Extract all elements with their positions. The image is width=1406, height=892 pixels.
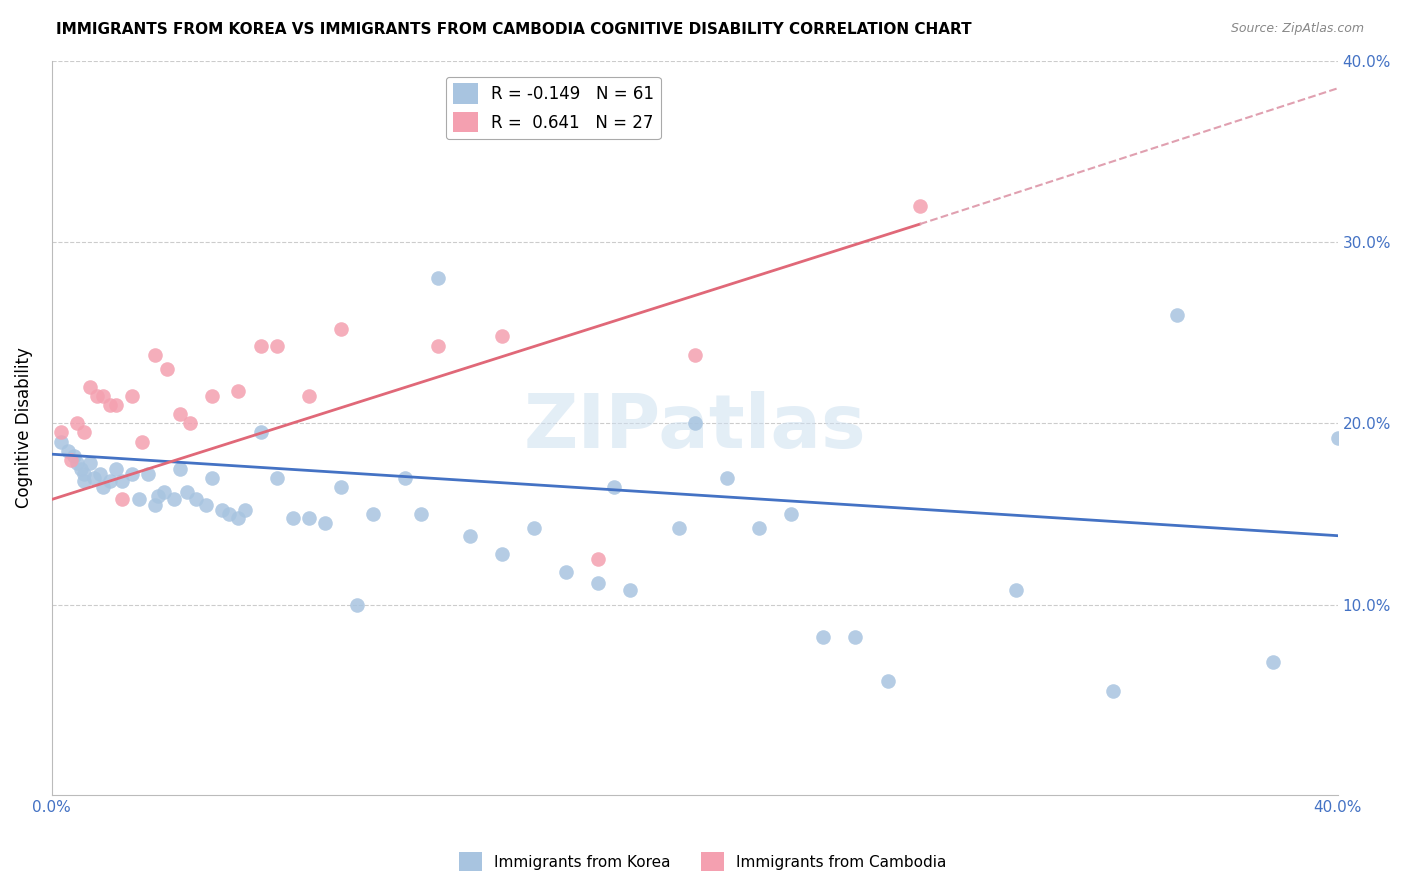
Point	[1101, 684, 1123, 698]
Point	[73, 425, 96, 440]
Text: Source: ZipAtlas.com: Source: ZipAtlas.com	[1230, 22, 1364, 36]
Point	[346, 598, 368, 612]
Point	[83, 471, 105, 485]
Point	[249, 338, 271, 352]
Point	[1166, 308, 1188, 322]
Point	[218, 507, 240, 521]
Point	[73, 475, 96, 489]
Point	[105, 398, 128, 412]
Point	[195, 498, 218, 512]
Point	[86, 389, 108, 403]
Text: IMMIGRANTS FROM KOREA VS IMMIGRANTS FROM CAMBODIA COGNITIVE DISABILITY CORRELATI: IMMIGRANTS FROM KOREA VS IMMIGRANTS FROM…	[56, 22, 972, 37]
Point	[121, 467, 143, 482]
Point	[98, 475, 121, 489]
Point	[169, 408, 191, 422]
Point	[156, 362, 179, 376]
Point	[105, 461, 128, 475]
Point	[226, 384, 249, 398]
Point	[201, 389, 224, 403]
Point	[179, 417, 201, 431]
Point	[66, 456, 89, 470]
Point	[211, 503, 233, 517]
Point	[69, 461, 91, 475]
Point	[491, 547, 513, 561]
Point	[56, 443, 79, 458]
Point	[298, 389, 321, 403]
Point	[51, 434, 73, 449]
Point	[426, 271, 449, 285]
Point	[361, 507, 384, 521]
Y-axis label: Cognitive Disability: Cognitive Disability	[15, 348, 32, 508]
Point	[233, 503, 256, 517]
Point	[89, 467, 111, 482]
Point	[98, 398, 121, 412]
Point	[91, 389, 114, 403]
Point	[1326, 431, 1348, 445]
Point	[186, 492, 208, 507]
Point	[121, 389, 143, 403]
Point	[813, 630, 835, 644]
Point	[394, 471, 416, 485]
Point	[748, 521, 770, 535]
Point	[66, 417, 89, 431]
Point	[314, 516, 336, 530]
Point	[128, 492, 150, 507]
Point	[619, 582, 641, 597]
Point	[79, 380, 101, 394]
Point	[426, 338, 449, 352]
Point	[60, 452, 83, 467]
Point	[603, 480, 626, 494]
Point	[169, 461, 191, 475]
Point	[491, 329, 513, 343]
Point	[876, 673, 898, 688]
Point	[330, 322, 353, 336]
Point	[51, 425, 73, 440]
Point	[146, 489, 169, 503]
Point	[91, 480, 114, 494]
Point	[111, 492, 134, 507]
Point	[844, 630, 866, 644]
Point	[1005, 582, 1028, 597]
Point	[555, 565, 578, 579]
Point	[668, 521, 690, 535]
Point	[136, 467, 159, 482]
Point	[249, 425, 271, 440]
Point	[716, 471, 738, 485]
Point	[586, 575, 609, 590]
Point	[281, 510, 304, 524]
Point	[266, 471, 288, 485]
Point	[111, 475, 134, 489]
Point	[163, 492, 186, 507]
Point	[79, 456, 101, 470]
Legend: Immigrants from Korea, Immigrants from Cambodia: Immigrants from Korea, Immigrants from C…	[453, 847, 953, 877]
Point	[523, 521, 546, 535]
Point	[780, 507, 803, 521]
Point	[153, 485, 176, 500]
Point	[411, 507, 433, 521]
Point	[683, 347, 706, 361]
Point	[266, 338, 288, 352]
Point	[63, 449, 86, 463]
Point	[458, 529, 481, 543]
Point	[683, 417, 706, 431]
Point	[143, 498, 166, 512]
Point	[298, 510, 321, 524]
Point	[908, 199, 931, 213]
Legend: R = -0.149   N = 61, R =  0.641   N = 27: R = -0.149 N = 61, R = 0.641 N = 27	[446, 77, 661, 139]
Text: ZIPatlas: ZIPatlas	[523, 392, 866, 465]
Point	[131, 434, 153, 449]
Point	[226, 510, 249, 524]
Point	[143, 347, 166, 361]
Point	[176, 485, 198, 500]
Point	[201, 471, 224, 485]
Point	[586, 552, 609, 566]
Point	[330, 480, 353, 494]
Point	[1263, 656, 1285, 670]
Point	[73, 467, 96, 482]
